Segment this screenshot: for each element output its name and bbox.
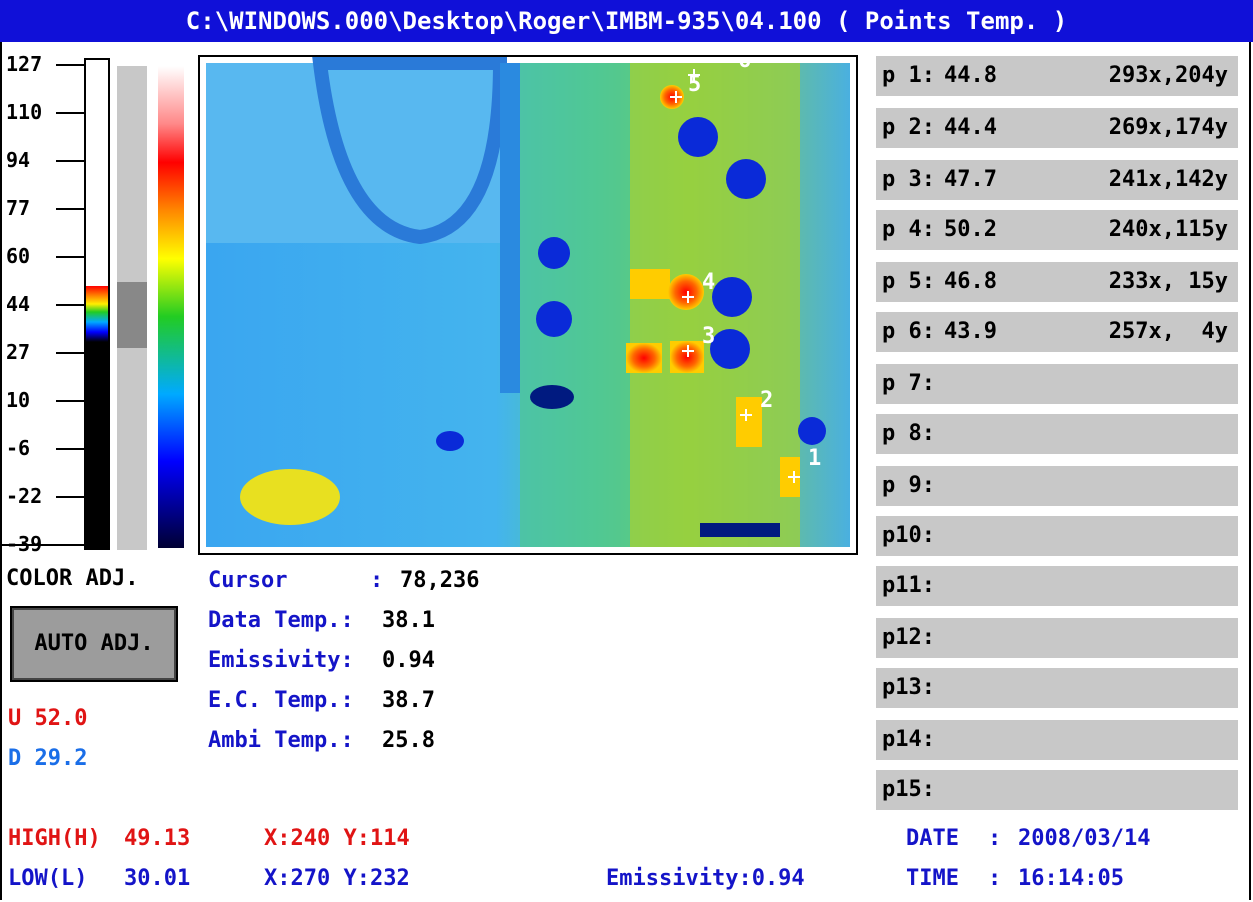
point-label: p12: bbox=[882, 625, 935, 650]
temperature-scale: 127 110 94 77 60 44 27 10 -6 -22 -39 bbox=[0, 50, 190, 560]
point-row[interactable]: p 8: bbox=[876, 414, 1238, 454]
ambi-temp-label: Ambi Temp.: bbox=[208, 728, 354, 753]
point-row[interactable]: p15: bbox=[876, 770, 1238, 810]
date-value: 2008/03/14 bbox=[1018, 826, 1151, 851]
point-temp: 44.4 bbox=[944, 115, 997, 140]
point-temp: 47.7 bbox=[944, 167, 997, 192]
scale-tick: 77 bbox=[6, 196, 31, 220]
point-row[interactable]: p10: bbox=[876, 516, 1238, 556]
point-label: p 8: bbox=[882, 421, 935, 446]
scale-tick: -22 bbox=[6, 484, 43, 508]
scale-tick: 94 bbox=[6, 148, 31, 172]
point-label: p14: bbox=[882, 727, 935, 752]
point-label: p 3: bbox=[882, 167, 935, 192]
point-coords: 241x,142y bbox=[1108, 167, 1228, 192]
point-label: p 5: bbox=[882, 269, 935, 294]
data-temp-value: 38.1 bbox=[382, 608, 435, 633]
point-row[interactable]: p11: bbox=[876, 566, 1238, 606]
scale-tick: 44 bbox=[6, 292, 31, 316]
scale-tick: -6 bbox=[6, 436, 31, 460]
point-temp: 46.8 bbox=[944, 269, 997, 294]
point-label: p 2: bbox=[882, 115, 935, 140]
point-label: p 1: bbox=[882, 63, 935, 88]
point-coords: 233x, 15y bbox=[1108, 269, 1228, 294]
high-value: 49.13 bbox=[124, 826, 191, 851]
point-coords: 240x,115y bbox=[1108, 217, 1228, 242]
point-temp: 43.9 bbox=[944, 319, 997, 344]
low-coords: X:270 Y:232 bbox=[264, 866, 410, 891]
scale-tick: 10 bbox=[6, 388, 31, 412]
point-label: p 9: bbox=[882, 473, 935, 498]
point-row[interactable]: p 3: 47.7 241x,142y bbox=[876, 160, 1238, 200]
point-label: p 7: bbox=[882, 371, 935, 396]
low-value: 30.01 bbox=[124, 866, 191, 891]
point-row[interactable]: p13: bbox=[876, 668, 1238, 708]
scale-tick-marks bbox=[2, 64, 84, 546]
color-adj-label: COLOR ADJ. bbox=[6, 566, 139, 591]
point-label: p13: bbox=[882, 675, 935, 700]
point-marker-label: 4 bbox=[702, 270, 715, 295]
thermal-image-frame[interactable]: 1 2 3 4 5 6 bbox=[198, 55, 858, 555]
auto-adj-button[interactable]: AUTO ADJ. bbox=[10, 606, 178, 682]
upper-level: U 52.0 bbox=[8, 706, 88, 731]
main-frame bbox=[0, 42, 1251, 900]
full-palette-bar bbox=[158, 66, 184, 548]
point-row[interactable]: p 7: bbox=[876, 364, 1238, 404]
point-row[interactable]: p 5: 46.8 233x, 15y bbox=[876, 262, 1238, 302]
point-label: p10: bbox=[882, 523, 935, 548]
point-row[interactable]: p 9: bbox=[876, 466, 1238, 506]
point-label: p11: bbox=[882, 573, 935, 598]
point-coords: 257x, 4y bbox=[1108, 319, 1228, 344]
point-row[interactable]: p 1: 44.8 293x,204y bbox=[876, 56, 1238, 96]
scale-tick: 127 bbox=[6, 52, 43, 76]
emissivity-value: 0.94 bbox=[382, 648, 435, 673]
point-row[interactable]: p 2: 44.4 269x,174y bbox=[876, 108, 1238, 148]
cursor-sep: : bbox=[370, 568, 384, 593]
scale-tick: 110 bbox=[6, 100, 43, 124]
point-row[interactable]: p 6: 43.9 257x, 4y bbox=[876, 312, 1238, 352]
adjusted-palette-bar bbox=[84, 58, 110, 550]
scale-tick: 27 bbox=[6, 340, 31, 364]
range-slider-thumb[interactable] bbox=[117, 282, 147, 348]
time-sep: : bbox=[988, 866, 1002, 891]
point-label: p 4: bbox=[882, 217, 935, 242]
cursor-label: Cursor bbox=[208, 568, 288, 593]
point-marker-label: 1 bbox=[808, 446, 821, 471]
cursor-value: 78,236 bbox=[400, 568, 480, 593]
date-sep: : bbox=[988, 826, 1002, 851]
ambi-temp-value: 25.8 bbox=[382, 728, 435, 753]
point-row[interactable]: p12: bbox=[876, 618, 1238, 658]
time-value: 16:14:05 bbox=[1018, 866, 1124, 891]
date-label: DATE bbox=[906, 826, 959, 851]
low-label: LOW(L) bbox=[8, 866, 88, 891]
point-row[interactable]: p 4: 50.2 240x,115y bbox=[876, 210, 1238, 250]
point-coords: 269x,174y bbox=[1108, 115, 1228, 140]
high-coords: X:240 Y:114 bbox=[264, 826, 410, 851]
emissivity-label: Emissivity: bbox=[208, 648, 354, 673]
high-label: HIGH(H) bbox=[8, 826, 101, 851]
point-label: p 6: bbox=[882, 319, 935, 344]
point-marker-label: 3 bbox=[702, 324, 715, 349]
lower-level: D 29.2 bbox=[8, 746, 88, 771]
point-row[interactable]: p14: bbox=[876, 720, 1238, 760]
ec-temp-label: E.C. Temp.: bbox=[208, 688, 354, 713]
ec-temp-value: 38.7 bbox=[382, 688, 435, 713]
point-label: p15: bbox=[882, 777, 935, 802]
footer-emissivity: Emissivity:0.94 bbox=[606, 866, 805, 891]
scale-tick: 60 bbox=[6, 244, 31, 268]
window-title: C:\WINDOWS.000\Desktop\Roger\IMBM-935\04… bbox=[0, 0, 1253, 42]
point-marker-label: 5 bbox=[688, 72, 701, 97]
point-marker-label: 6 bbox=[738, 57, 751, 73]
data-temp-label: Data Temp.: bbox=[208, 608, 354, 633]
point-temp: 50.2 bbox=[944, 217, 997, 242]
thermal-image[interactable]: 1 2 3 4 5 6 bbox=[200, 57, 856, 553]
time-label: TIME bbox=[906, 866, 959, 891]
point-coords: 293x,204y bbox=[1108, 63, 1228, 88]
point-temp: 44.8 bbox=[944, 63, 997, 88]
point-marker-label: 2 bbox=[760, 388, 773, 413]
